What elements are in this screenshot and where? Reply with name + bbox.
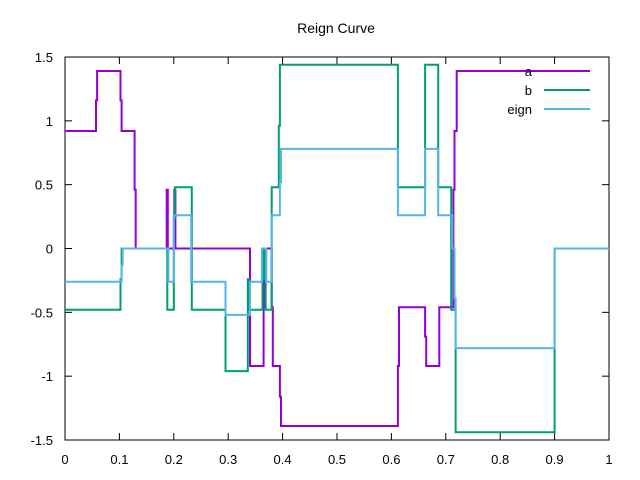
x-tick-label: 0.9 [546, 452, 564, 467]
x-tick-label: 0.2 [165, 452, 183, 467]
x-tick-label: 0.8 [491, 452, 509, 467]
legend-label-b: b [525, 83, 532, 98]
x-tick-label: 0.4 [274, 452, 292, 467]
x-tick-label: 0 [61, 452, 68, 467]
y-tick-label: -0.5 [31, 305, 53, 320]
y-tick-label: -1 [41, 369, 53, 384]
x-tick-label: 0.1 [110, 452, 128, 467]
series-layer [65, 63, 609, 434]
y-tick-label: 0.5 [35, 178, 53, 193]
chart-title: Reign Curve [297, 20, 375, 36]
y-tick-label: 1.5 [35, 50, 53, 65]
legend: ab eign [507, 64, 590, 117]
x-axis: 0 0.1 0.2 0.3 0.4 0.5 0.6 0.7 0.8 0.9 1 [61, 57, 613, 467]
series-line-eign [65, 147, 609, 350]
legend-label-a: a [525, 64, 533, 79]
x-tick-label: 0.6 [382, 452, 400, 467]
legend-label-eign: eign [507, 102, 532, 117]
x-tick-label: 0.7 [437, 452, 455, 467]
x-tick-label: 1 [605, 452, 612, 467]
y-axis: -1.5 -1 -0.5 0 0.5 1 1.5 [31, 50, 609, 448]
x-tick-label: 0.3 [219, 452, 237, 467]
y-tick-label: 0 [46, 242, 53, 257]
y-tick-label: -1.5 [31, 433, 53, 448]
y-tick-label: 1 [46, 114, 53, 129]
x-tick-label: 0.5 [328, 452, 346, 467]
